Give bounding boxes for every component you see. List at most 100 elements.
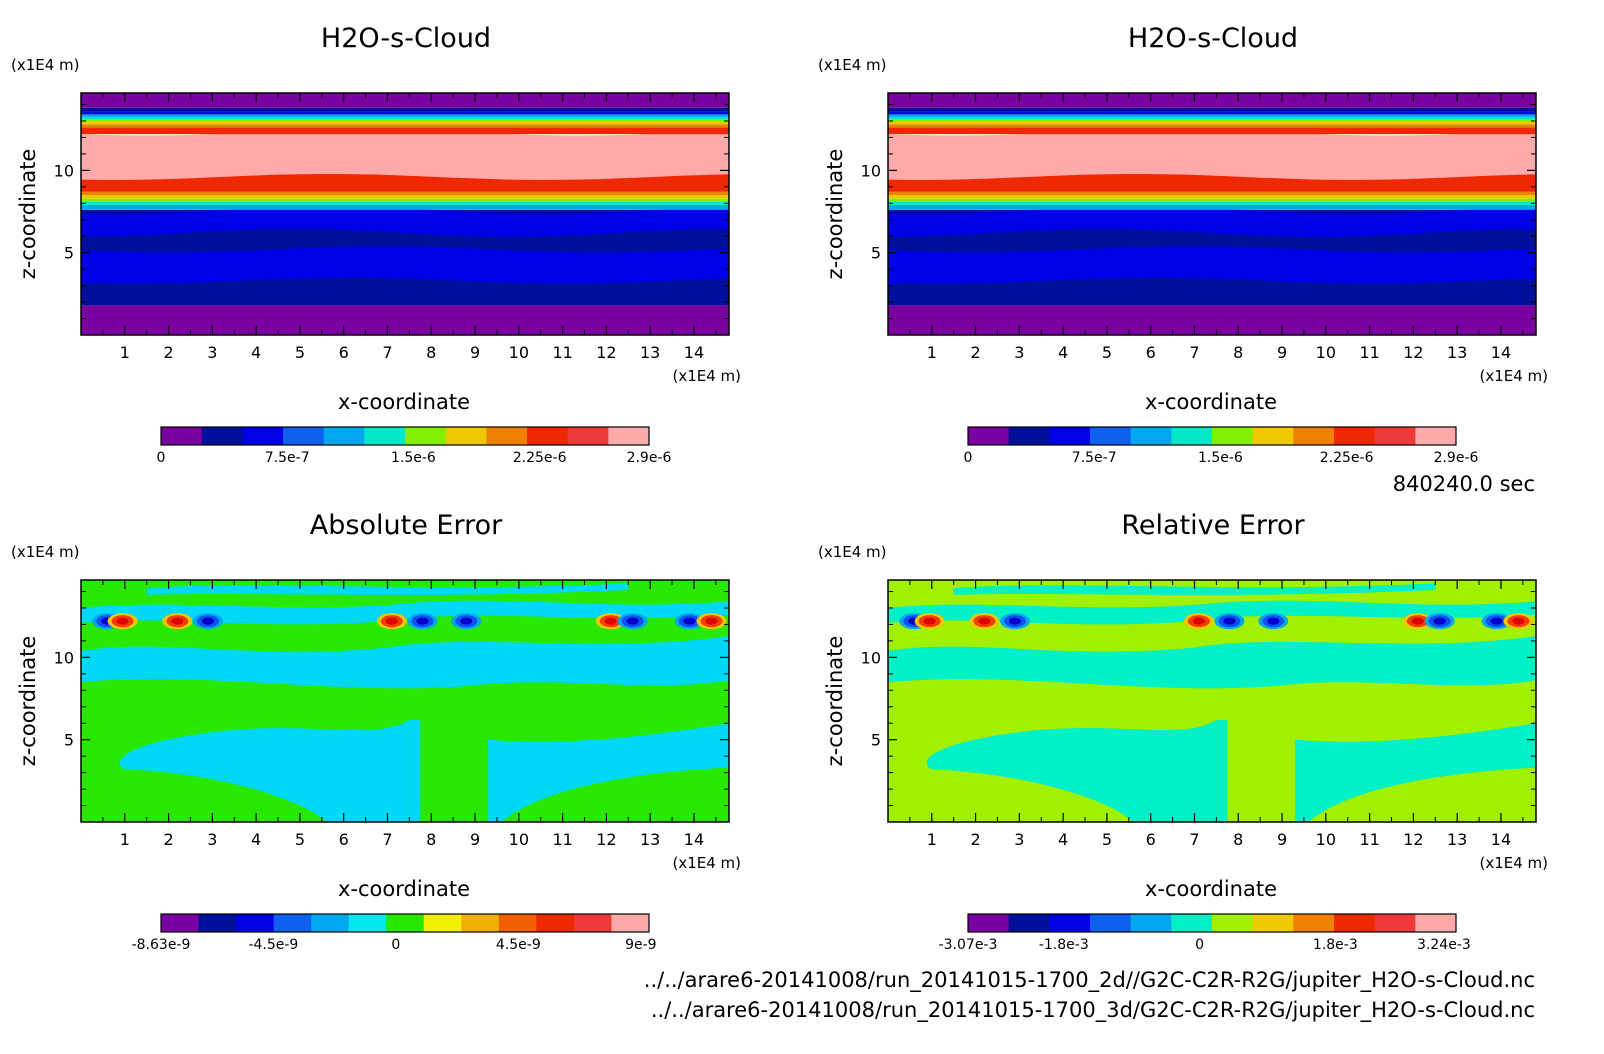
- band-orange-top: [81, 124, 729, 128]
- colorbar-tick-label: 1.8e-3: [1313, 937, 1358, 953]
- x-unit-label: (x1E4 m): [1479, 367, 1548, 385]
- colorbar-frame: [160, 913, 650, 933]
- heatmap-field: [888, 93, 1536, 335]
- x-unit-label: (x1E4 m): [672, 367, 741, 385]
- colorbar-swatch: [445, 427, 487, 445]
- chart-panel-4: Relative Error(x1E4 m)1 2 3 4 5 6 7 8 9 10 11 12 13 1…: [818, 510, 1548, 953]
- z-unit-label: (x1E4 m): [818, 543, 887, 561]
- x-tick-label: 14: [684, 343, 704, 362]
- colorbar-swatch: [1130, 914, 1172, 932]
- band-yellow-top: [888, 121, 1536, 125]
- x-unit-label: (x1E4 m): [672, 854, 741, 872]
- band-green-top: [81, 119, 729, 122]
- x-axis-label: x-coordinate: [1145, 390, 1277, 414]
- colorbar-swatch: [386, 914, 425, 932]
- colorbar-swatch: [236, 914, 275, 932]
- chart-panel-3: Absolute Error(x1E4 m)1 2 3 4 5 6 7 8 9 10 11 12 13 1…: [11, 510, 741, 953]
- x-tick-label: 1: [927, 343, 937, 362]
- band-orange: [888, 191, 1536, 196]
- negative-region-3: [81, 635, 729, 689]
- vortex-blob-10-core: [1490, 617, 1503, 625]
- band-red-top: [81, 127, 729, 135]
- band-bottom: [888, 305, 1536, 335]
- negative-region-1: [926, 719, 1217, 822]
- x-axis-label: x-coordinate: [338, 390, 470, 414]
- colorbar-swatch: [201, 427, 243, 445]
- vortex-blob-3-core: [978, 617, 991, 625]
- plot-frame: [80, 92, 730, 336]
- z-tick-label: 5: [871, 731, 881, 750]
- x-unit-label: (x1E4 m): [1479, 854, 1548, 872]
- colorbar-swatch: [283, 427, 325, 445]
- colorbar-frame: [967, 913, 1457, 933]
- z-tick-label: 10: [54, 648, 74, 667]
- negative-region-2: [488, 723, 729, 822]
- colorbar-swatch: [608, 427, 650, 445]
- colorbar-tick-label: 1.5e-6: [1198, 450, 1243, 466]
- colorbar-swatch: [161, 914, 200, 932]
- band-deep-top: [81, 107, 729, 112]
- colorbar-swatch: [573, 914, 612, 932]
- x-axis-label: x-coordinate: [338, 877, 470, 901]
- x-tick-label: 13: [1447, 830, 1467, 849]
- colorbar-tick-label: 0: [157, 450, 166, 466]
- x-tick-label: 13: [1447, 343, 1467, 362]
- band-cyan: [81, 204, 729, 210]
- vortex-blob-3-core: [171, 617, 184, 625]
- split-strip: [1216, 719, 1228, 822]
- colorbar: -8.63e-9 -4.5e-9 0 4.5e-9 9e-9: [132, 913, 657, 953]
- colorbar-swatch: [536, 914, 575, 932]
- x-tick-label: 8: [1233, 343, 1243, 362]
- negative-region-2: [1295, 723, 1536, 822]
- x-tick-label: 1: [120, 830, 130, 849]
- x-tick-label: 8: [426, 830, 436, 849]
- colorbar-frame: [160, 426, 650, 446]
- heatmap-field: [888, 580, 1536, 822]
- vortex-blob-11-core: [705, 617, 718, 625]
- vortex-blob-4-core: [201, 617, 214, 625]
- chart-title: H2O-s-Cloud: [321, 23, 491, 54]
- band-green: [888, 198, 1536, 202]
- band-pink: [81, 129, 729, 180]
- colorbar-swatch: [405, 427, 447, 445]
- colorbar-tick-label: -4.5e-9: [248, 937, 298, 953]
- z-tick-label: 10: [861, 161, 881, 180]
- x-tick-label: 6: [339, 343, 349, 362]
- band-yellow: [888, 195, 1536, 199]
- x-tick-label: 2: [970, 343, 980, 362]
- x-tick-label: 6: [1146, 343, 1156, 362]
- colorbar-swatch: [273, 914, 312, 932]
- colorbar-swatch: [1008, 427, 1050, 445]
- x-tick-label: 9: [470, 343, 480, 362]
- colorbar-swatch: [1334, 427, 1376, 445]
- x-tick-label: 11: [1359, 830, 1379, 849]
- colorbar: 0 7.5e-7 1.5e-6 2.25e-6 2.9e-6: [157, 426, 672, 466]
- band-blue-lower: [888, 246, 1536, 284]
- z-axis-label: z-coordinate: [823, 636, 847, 767]
- colorbar-swatch: [1090, 914, 1132, 932]
- x-tick-label: 13: [640, 343, 660, 362]
- x-tick-label: 10: [509, 830, 529, 849]
- x-tick-label: 2: [163, 830, 173, 849]
- x-tick-label: 11: [552, 343, 572, 362]
- x-axis-label: x-coordinate: [1145, 877, 1277, 901]
- z-unit-label: (x1E4 m): [818, 56, 887, 74]
- split-strip: [409, 719, 421, 822]
- colorbar-swatch: [1130, 427, 1172, 445]
- colorbar-swatch: [1171, 427, 1213, 445]
- x-tick-label: 12: [1403, 830, 1423, 849]
- chart-title: Absolute Error: [310, 510, 503, 541]
- x-tick-label: 2: [163, 343, 173, 362]
- colorbar-tick-label: 0: [391, 937, 400, 953]
- band-cyan: [888, 204, 1536, 210]
- colorbar-tick-label: -8.63e-9: [132, 937, 191, 953]
- colorbar-swatch: [1212, 914, 1254, 932]
- colorbar-swatch: [968, 427, 1010, 445]
- colorbar-swatch: [161, 427, 203, 445]
- x-tick-label: 3: [207, 343, 217, 362]
- file-path-1: ../../arare6-20141008/run_20141015-1700_…: [644, 968, 1535, 993]
- colorbar-tick-label: 0: [964, 450, 973, 466]
- vortex-blob-5-core: [385, 617, 398, 625]
- x-tick-label: 14: [684, 830, 704, 849]
- x-tick-label: 9: [1277, 830, 1287, 849]
